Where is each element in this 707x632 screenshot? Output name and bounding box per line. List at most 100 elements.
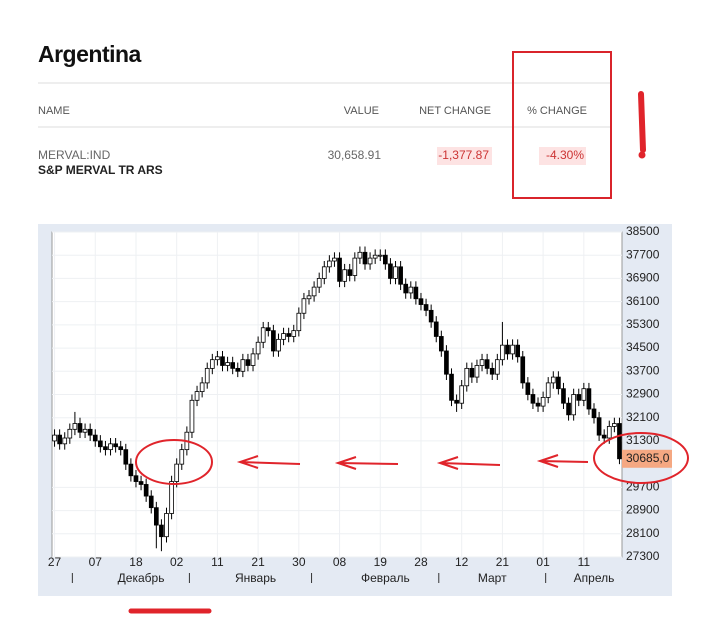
candle-body	[561, 388, 566, 404]
candle-body	[550, 376, 556, 384]
candle-body	[301, 298, 307, 314]
arrow	[236, 455, 301, 469]
x-tick-label: 27	[48, 555, 62, 569]
candle-body	[596, 417, 602, 436]
column-header: % CHANGE	[527, 105, 587, 117]
x-tick-label: 18	[129, 555, 143, 569]
candle-body	[403, 283, 409, 294]
candle-body	[87, 428, 93, 436]
candle-body	[418, 298, 424, 305]
candle-body	[372, 254, 378, 259]
y-tick-label: 28100	[626, 526, 660, 540]
candle-body	[510, 344, 515, 355]
column-header: VALUE	[344, 105, 379, 117]
change-bg	[437, 147, 492, 165]
candle-body	[525, 382, 531, 395]
x-tick-label: 19	[374, 555, 388, 569]
title: Argentina	[38, 41, 142, 67]
highlight-box	[512, 51, 612, 199]
y-tick-label: 33700	[626, 363, 660, 377]
candle-body	[347, 269, 353, 276]
candle-body	[489, 367, 495, 375]
month-label: Февраль	[361, 571, 410, 585]
y-tick-label: 28900	[626, 503, 660, 517]
x-tick-label: 30	[292, 555, 306, 569]
circle-annotation	[135, 439, 213, 485]
candle-body	[123, 449, 129, 465]
candle-body	[92, 434, 98, 442]
index-name: S&P MERVAL TR ARS	[38, 163, 163, 177]
candle-body	[235, 367, 241, 372]
exclamation-dot	[638, 151, 646, 159]
column-header: NAME	[38, 105, 70, 117]
candle-body	[118, 446, 124, 451]
candle-body	[388, 263, 393, 279]
candle-body	[204, 367, 210, 384]
candle-body	[342, 269, 347, 282]
candle-body	[428, 309, 434, 323]
candle-body	[367, 257, 373, 265]
candle-body	[505, 344, 510, 355]
y-tick-label: 32900	[626, 387, 660, 401]
candle-body	[215, 356, 220, 361]
candle-body	[464, 367, 470, 387]
candle-body	[413, 286, 419, 300]
candle-body	[67, 428, 73, 439]
annotations	[128, 432, 689, 614]
candle-body	[617, 423, 622, 460]
candle-body	[556, 376, 561, 390]
candle-body	[591, 408, 597, 419]
x-tick-label: 21	[496, 555, 510, 569]
column-header: NET CHANGE	[419, 105, 491, 117]
candle-body	[199, 382, 205, 392]
y-tick-label: 32100	[626, 410, 660, 424]
x-tick-label: 12	[455, 555, 469, 569]
candle-body	[571, 394, 576, 416]
candle-body	[143, 484, 149, 497]
candle-body	[566, 402, 571, 416]
candle-body	[255, 341, 261, 355]
candle-body	[153, 507, 159, 526]
candle-body	[291, 330, 297, 337]
month-label: Декабрь	[118, 571, 165, 585]
net-change: -1,377.87	[438, 148, 489, 162]
candle-body	[337, 257, 342, 282]
pct-change: -4.30%	[546, 148, 584, 162]
candle-body	[133, 475, 139, 482]
month-label: Март	[478, 571, 507, 585]
month-label: Январь	[235, 571, 276, 585]
last-price-label: 30685,0	[626, 451, 670, 465]
change-bg	[539, 147, 586, 165]
candle-body	[438, 336, 444, 352]
candle-body	[479, 359, 485, 366]
candle-body	[601, 434, 607, 439]
candle-body	[306, 295, 312, 300]
candle-body	[484, 359, 490, 369]
candle-body	[586, 388, 592, 410]
candle-body	[530, 394, 536, 404]
candle-body	[545, 382, 551, 398]
x-tick-label: 28	[414, 555, 428, 569]
candle-body	[494, 359, 500, 375]
x-tick-label: 02	[170, 555, 184, 569]
candle-body	[148, 495, 154, 509]
exclamation	[638, 91, 646, 153]
candle-body	[169, 481, 174, 514]
arrow	[536, 454, 589, 468]
month-label: Апрель	[574, 571, 615, 585]
candle-body	[220, 356, 225, 366]
candle-body	[500, 344, 505, 361]
last-price-box	[622, 449, 672, 468]
candle-body	[164, 513, 169, 538]
candle-body	[260, 327, 266, 343]
candle-body	[271, 330, 276, 352]
y-tick-label: 35300	[626, 317, 660, 331]
candle-body	[174, 463, 180, 482]
arrow	[334, 456, 399, 470]
candle-body	[240, 359, 246, 372]
y-tick-label: 27300	[626, 549, 660, 563]
candle-body	[179, 449, 185, 465]
ticker: MERVAL:IND	[38, 148, 111, 162]
candle-body	[103, 446, 108, 451]
